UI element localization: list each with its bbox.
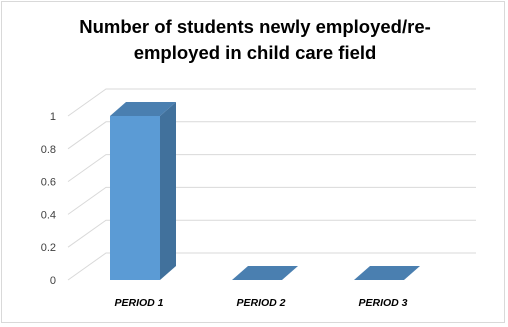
bar-top bbox=[232, 266, 298, 280]
y-tick-label: 0.4 bbox=[41, 209, 56, 221]
y-tick-label: 0.6 bbox=[41, 177, 56, 189]
bar bbox=[110, 116, 160, 280]
x-category-label: PERIOD 1 bbox=[114, 297, 163, 309]
gridline bbox=[67, 88, 476, 117]
bar-top bbox=[110, 102, 176, 116]
x-category-label: PERIOD 3 bbox=[358, 297, 407, 309]
y-tick-label: 1 bbox=[50, 111, 56, 123]
gridline bbox=[67, 252, 476, 281]
y-tick-label: 0 bbox=[50, 275, 56, 287]
bar-top bbox=[354, 266, 420, 280]
gridline bbox=[67, 121, 476, 150]
bar-side bbox=[160, 102, 176, 280]
x-axis-categories: PERIOD 1 PERIOD 2 PERIOD 3 bbox=[114, 297, 407, 309]
bars bbox=[110, 102, 420, 280]
gridline bbox=[67, 186, 476, 215]
y-tick-label: 0.8 bbox=[41, 144, 56, 156]
x-category-label: PERIOD 2 bbox=[236, 297, 285, 309]
gridline bbox=[67, 154, 476, 183]
y-axis-ticks: 0 0.2 0.4 0.6 0.8 1 bbox=[41, 111, 56, 287]
gridlines bbox=[67, 88, 476, 281]
chart-title: Number of students newly employed/re-emp… bbox=[79, 16, 431, 63]
gridline bbox=[67, 219, 476, 248]
y-tick-label: 0.2 bbox=[41, 242, 56, 254]
